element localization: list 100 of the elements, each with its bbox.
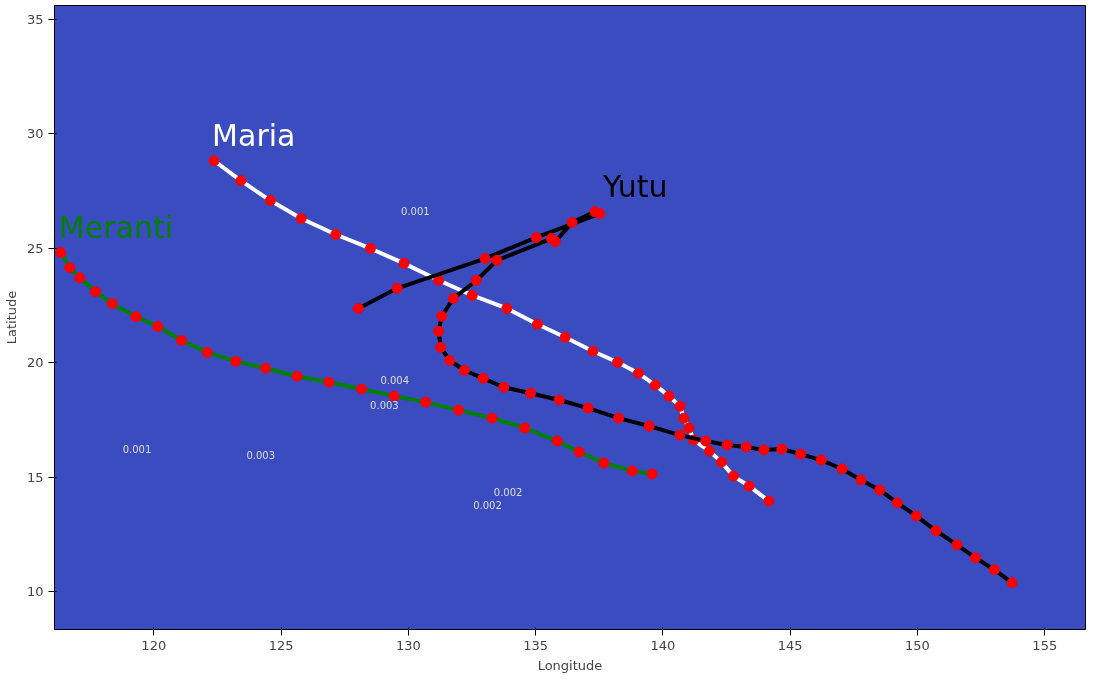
point — [458, 364, 470, 376]
point — [970, 552, 982, 564]
point — [498, 381, 510, 393]
x-tick-label: 130 — [395, 637, 421, 653]
point — [364, 242, 376, 254]
point — [388, 390, 400, 402]
point — [674, 429, 686, 441]
point — [727, 470, 739, 482]
point — [295, 212, 307, 224]
point — [704, 445, 715, 457]
point — [435, 341, 447, 353]
point — [612, 356, 624, 368]
annotation: 0.001 — [401, 206, 430, 218]
point — [795, 448, 807, 460]
point — [176, 335, 188, 346]
point — [587, 345, 599, 357]
point — [235, 175, 247, 187]
point — [323, 376, 335, 388]
x-tick-label: 155 — [1032, 637, 1058, 653]
annotation: 0.003 — [370, 399, 399, 411]
point — [836, 463, 848, 475]
y-tick-label: 10 — [26, 584, 44, 600]
y-tick-label: 35 — [26, 11, 44, 27]
point — [740, 441, 752, 453]
point — [230, 355, 242, 367]
point — [700, 435, 712, 447]
point — [582, 402, 594, 414]
annotation: 0.001 — [122, 443, 152, 455]
point — [208, 155, 220, 167]
point — [89, 286, 101, 298]
y-tick-label: 20 — [26, 355, 44, 371]
point — [201, 346, 213, 358]
x-tick-label: 145 — [777, 637, 803, 653]
point — [649, 379, 661, 391]
point — [715, 456, 727, 468]
point — [663, 390, 675, 402]
point — [74, 272, 86, 284]
annotation: 0.004 — [380, 374, 410, 386]
point — [613, 412, 625, 424]
point — [352, 302, 364, 314]
point — [447, 292, 459, 304]
point — [891, 497, 903, 509]
point — [444, 354, 456, 366]
annotation: 0.003 — [246, 449, 276, 461]
point — [106, 298, 118, 310]
point — [130, 311, 142, 323]
point — [1006, 577, 1018, 589]
point — [433, 274, 445, 286]
point — [55, 247, 67, 259]
point — [551, 435, 563, 447]
point — [559, 331, 571, 343]
y-tick-label: 25 — [26, 240, 44, 256]
x-axis-title: Longitude — [537, 657, 603, 673]
point — [951, 539, 963, 551]
point — [763, 495, 775, 507]
point — [470, 275, 482, 287]
point — [64, 262, 76, 274]
point — [743, 480, 755, 492]
point — [815, 454, 827, 466]
point — [152, 321, 164, 333]
point — [264, 195, 276, 207]
point — [626, 465, 638, 477]
point — [930, 525, 942, 537]
point — [674, 400, 686, 412]
point — [988, 564, 1000, 576]
point — [479, 253, 491, 265]
point — [391, 282, 403, 294]
point — [466, 289, 478, 301]
annotation: 0.002 — [493, 487, 523, 499]
point — [330, 229, 342, 240]
point — [477, 372, 489, 384]
point — [356, 383, 368, 395]
point — [566, 217, 578, 229]
point — [758, 444, 770, 456]
point — [525, 387, 537, 399]
point — [519, 422, 531, 434]
point — [260, 362, 272, 374]
x-tick-label: 125 — [268, 637, 294, 653]
point — [855, 474, 867, 486]
point — [646, 468, 658, 480]
point — [436, 310, 448, 322]
point — [776, 443, 788, 455]
series-label: Maria — [212, 117, 296, 153]
x-tick-label: 140 — [650, 637, 676, 653]
point — [420, 396, 432, 408]
point — [291, 370, 303, 382]
x-tick-label: 120 — [141, 637, 167, 653]
point — [453, 404, 464, 416]
point — [433, 325, 445, 337]
point — [501, 302, 513, 314]
y-axis-title: Latitude — [3, 290, 19, 345]
series-label: Yutu — [601, 168, 668, 204]
x-tick-label: 150 — [905, 637, 930, 653]
point — [530, 231, 542, 243]
point — [486, 412, 498, 424]
point — [398, 257, 410, 269]
point — [549, 236, 561, 248]
point — [491, 254, 503, 266]
y-tick-label: 30 — [26, 126, 44, 142]
point — [678, 412, 690, 424]
